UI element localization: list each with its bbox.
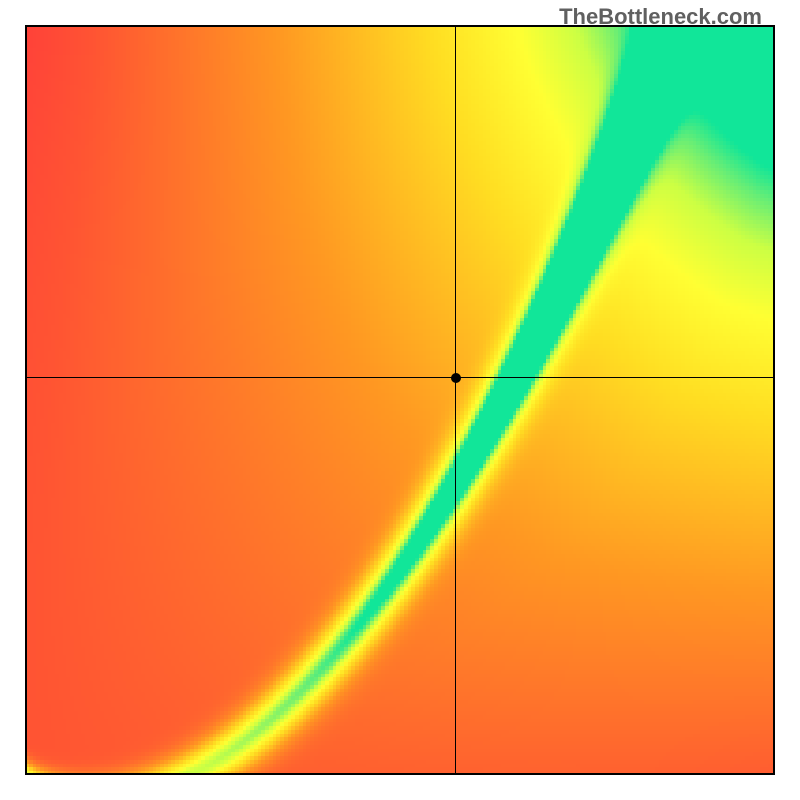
heatmap-plot xyxy=(25,25,775,775)
heatmap-canvas xyxy=(25,25,775,775)
figure-container: TheBottleneck.com xyxy=(0,0,800,800)
